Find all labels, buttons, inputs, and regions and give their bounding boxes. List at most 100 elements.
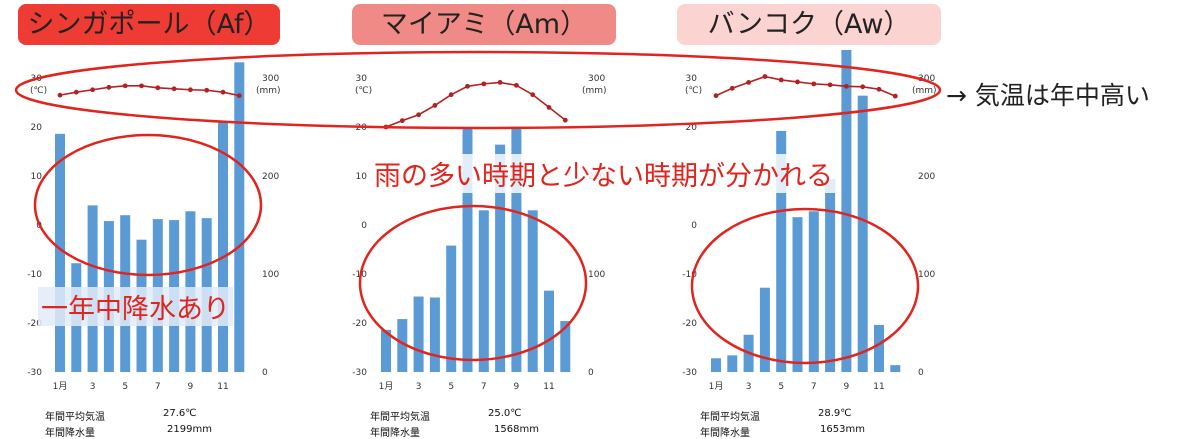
precip-bar xyxy=(446,245,457,372)
precip-tick-label: 200 xyxy=(262,172,279,182)
annotation-rain-season: 雨の多い時期と少ない時期が分かれる xyxy=(372,154,835,193)
temp-unit-label: (℃) xyxy=(355,86,372,96)
precip-bar xyxy=(874,324,884,372)
temperature-point xyxy=(860,84,866,90)
temperature-point xyxy=(155,85,161,91)
precip-bar xyxy=(727,355,738,372)
chart-bangkok: 3020100-10-20-30(℃)3002001000(mm)1月35791… xyxy=(682,50,937,392)
temp-tick-label: -20 xyxy=(27,319,42,329)
x-tick-label: 1月 xyxy=(709,381,724,392)
stat-label-precip-miami: 年間降水量 xyxy=(370,428,420,439)
x-tick-label: 11 xyxy=(543,382,554,392)
precip-tick-label: 0 xyxy=(918,368,924,378)
precip-bar xyxy=(234,62,245,372)
temperature-point xyxy=(481,81,487,87)
precip-bar xyxy=(825,178,836,372)
temperature-point xyxy=(746,80,751,85)
temp-tick-label: -20 xyxy=(682,319,697,329)
precip-bar xyxy=(495,144,506,372)
x-tick-label: 9 xyxy=(188,382,194,392)
precip-tick-label: 0 xyxy=(262,368,268,378)
precip-tick-label: 0 xyxy=(588,368,594,378)
temp-tick-label: -30 xyxy=(27,368,42,378)
temp-tick-label: -10 xyxy=(682,270,697,280)
precip-bar xyxy=(429,297,440,372)
stat-value-temp-singapore: 27.6℃ xyxy=(163,408,197,419)
temperature-point xyxy=(844,83,849,89)
temperature-line xyxy=(385,81,566,128)
temperature-point xyxy=(106,84,112,90)
precip-bar xyxy=(397,319,408,372)
precip-bar xyxy=(890,365,901,372)
precip-tick-label: 100 xyxy=(588,270,605,280)
precip-bar xyxy=(841,50,852,372)
temp-tick-label: 0 xyxy=(361,221,367,231)
temp-tick-label: 10 xyxy=(356,172,368,182)
stat-value-precip-bangkok: 1653mm xyxy=(820,424,865,435)
x-tick-label: 1月 xyxy=(53,381,68,392)
precip-tick-label: 300 xyxy=(588,74,605,84)
temperature-point xyxy=(465,83,470,89)
temperature-point xyxy=(139,83,144,89)
temp-tick-label: 10 xyxy=(31,172,43,182)
stat-label-temp-miami: 年間平均気温 xyxy=(370,412,430,423)
miami-rain-ellipse xyxy=(358,204,588,362)
chart-miami: 3020100-10-20-30(℃)3002001000(mm)1月35791… xyxy=(352,74,606,392)
stat-label-precip-bangkok: 年間降水量 xyxy=(700,428,750,439)
x-tick-label: 3 xyxy=(90,382,96,392)
temperature-point xyxy=(876,86,882,92)
precip-bar xyxy=(544,290,554,372)
temperature-point xyxy=(204,87,210,93)
temperature-point xyxy=(729,85,735,91)
temperature-point xyxy=(811,81,817,87)
temperature-point xyxy=(778,77,784,83)
stat-label-precip-singapore: 年間降水量 xyxy=(45,428,95,439)
temp-tick-label: 30 xyxy=(356,74,368,84)
stat-label-temp-bangkok: 年間平均気温 xyxy=(700,412,760,423)
temperature-point xyxy=(73,89,79,95)
x-tick-label: 9 xyxy=(844,382,850,392)
precip-bar xyxy=(759,287,770,372)
stat-value-temp-bangkok: 28.9℃ xyxy=(818,408,852,419)
precip-unit-label: (mm) xyxy=(912,86,937,96)
x-tick-label: 5 xyxy=(778,382,784,392)
precip-bar xyxy=(511,127,522,372)
temperature-point xyxy=(827,82,833,88)
temperature-point xyxy=(171,86,177,92)
precip-tick-label: 300 xyxy=(262,74,279,84)
precip-unit-label: (mm) xyxy=(582,86,607,96)
precip-bar xyxy=(857,95,868,372)
x-tick-label: 3 xyxy=(746,382,752,392)
precip-bar xyxy=(711,358,721,372)
temperature-point xyxy=(546,105,552,110)
temp-tick-label: 30 xyxy=(686,74,698,84)
stat-value-precip-miami: 1568mm xyxy=(494,424,539,435)
temperature-point xyxy=(432,103,438,108)
precip-bar xyxy=(413,296,424,372)
precip-bar xyxy=(478,210,489,372)
temperature-point xyxy=(236,93,242,99)
singapore-rain-ellipse xyxy=(33,133,263,277)
x-tick-label: 7 xyxy=(481,382,487,392)
temperature-line xyxy=(59,85,240,97)
temperature-point xyxy=(448,92,454,98)
temp-tick-label: 0 xyxy=(691,221,697,231)
temperature-point xyxy=(762,74,768,79)
temp-unit-label: (℃) xyxy=(685,86,702,96)
temp-tick-label: -30 xyxy=(352,368,367,378)
precip-tick-label: 100 xyxy=(918,270,935,280)
annotation-year-round-rain: 一年中降水あり xyxy=(38,287,233,326)
stat-value-precip-singapore: 2199mm xyxy=(167,424,212,435)
chart-title-miami: マイアミ（Am） xyxy=(352,4,616,45)
temp-tick-label: -10 xyxy=(27,270,42,280)
stat-value-temp-miami: 25.0℃ xyxy=(488,408,522,419)
precip-tick-label: 200 xyxy=(918,172,935,182)
temperature-line xyxy=(715,75,896,97)
precip-bar xyxy=(792,217,803,372)
precip-tick-label: 300 xyxy=(918,74,935,84)
chart-title-bangkok: バンコク（Aw） xyxy=(677,4,941,45)
temperature-point xyxy=(795,79,800,85)
annotation-temperature: → 気温は年中高い xyxy=(946,81,1150,110)
